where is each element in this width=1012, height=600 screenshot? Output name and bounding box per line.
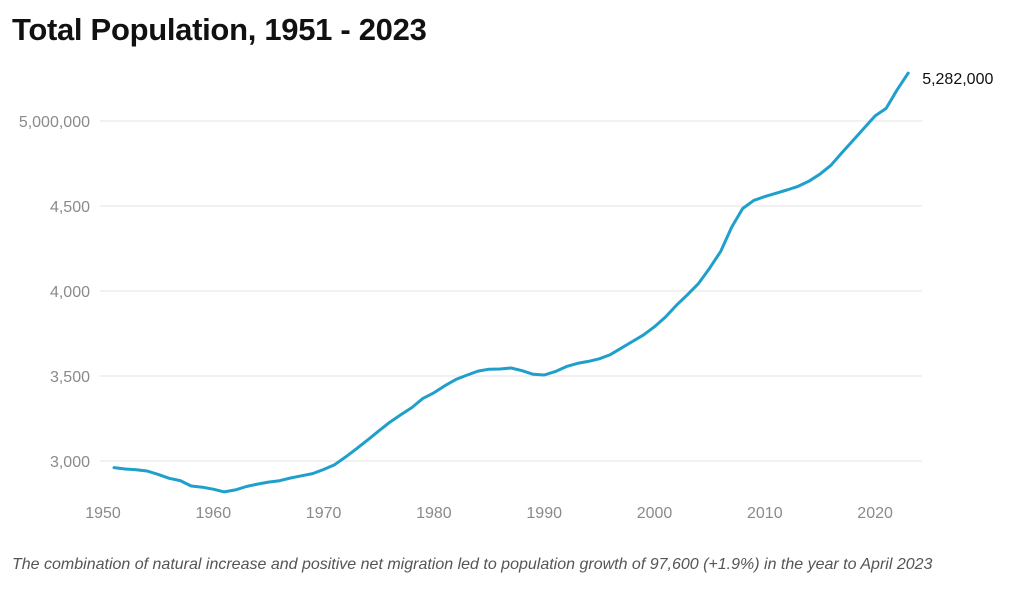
series-line-total-population [112, 71, 910, 494]
data-point [642, 333, 645, 336]
data-point [477, 370, 480, 373]
data-point [631, 340, 634, 343]
data-point [863, 127, 866, 130]
data-point [146, 470, 149, 473]
data-point [774, 192, 777, 195]
data-point [785, 189, 788, 192]
data-point [554, 370, 557, 373]
data-point [686, 293, 689, 296]
data-point [432, 391, 435, 394]
data-point [421, 397, 424, 400]
data-point [377, 429, 380, 432]
data-point [620, 347, 623, 350]
data-point [344, 455, 347, 458]
data-point [366, 438, 369, 441]
x-tick-label: 1990 [526, 505, 562, 522]
data-point [841, 151, 844, 154]
data-point [256, 483, 259, 486]
data-point [675, 304, 678, 307]
data-point [852, 139, 855, 142]
data-point [829, 164, 832, 167]
data-point [322, 468, 325, 471]
data-point [278, 479, 281, 482]
data-point [521, 369, 524, 372]
y-tick-label: 4,500 [50, 199, 90, 216]
y-axis-ticks: 5,000,000 4,500 4,000 3,500 3,000 [19, 114, 90, 471]
data-point [874, 114, 877, 117]
data-point [752, 199, 755, 202]
data-point [289, 477, 292, 480]
data-point [300, 474, 303, 477]
x-tick-label: 2020 [857, 505, 893, 522]
x-tick-label: 1960 [196, 505, 232, 522]
data-point [212, 488, 215, 491]
data-point [907, 72, 910, 75]
data-point [730, 226, 733, 229]
data-point [135, 468, 138, 471]
data-point [587, 360, 590, 363]
data-point [697, 282, 700, 285]
data-point [598, 357, 601, 360]
end-value-label: 5,282,000 [922, 71, 993, 88]
x-tick-label: 2010 [747, 505, 783, 522]
data-point [664, 316, 667, 319]
data-point [443, 384, 446, 387]
data-point [653, 325, 656, 328]
data-point [399, 413, 402, 416]
y-tick-label: 3,000 [50, 454, 90, 471]
data-point [807, 180, 810, 183]
data-point [565, 365, 568, 368]
y-tick-label: 5,000,000 [19, 114, 90, 131]
data-point [532, 373, 535, 376]
data-point [267, 481, 270, 484]
data-point [885, 107, 888, 110]
data-point [355, 447, 358, 450]
data-point [245, 485, 248, 488]
data-point [488, 368, 491, 371]
data-point [113, 466, 116, 469]
data-point [741, 207, 744, 210]
y-tick-label: 3,500 [50, 369, 90, 386]
data-point [201, 486, 204, 489]
data-point [234, 488, 237, 491]
data-point [510, 367, 513, 370]
data-point [499, 368, 502, 371]
x-tick-label: 1970 [306, 505, 342, 522]
data-point [465, 374, 468, 377]
data-point [168, 477, 171, 480]
data-point [157, 473, 160, 476]
data-point [543, 373, 546, 376]
chart-caption: The combination of natural increase and … [12, 556, 933, 573]
data-point [818, 173, 821, 176]
data-point [708, 267, 711, 270]
data-point [190, 484, 193, 487]
data-point [609, 353, 612, 356]
data-point [576, 362, 579, 365]
data-point [179, 479, 182, 482]
data-point [388, 421, 391, 424]
chart-title: Total Population, 1951 - 2023 [12, 12, 427, 47]
x-tick-label: 1980 [416, 505, 452, 522]
series-layer [112, 71, 910, 494]
data-point [454, 378, 457, 381]
data-point [763, 195, 766, 198]
x-tick-label: 1950 [85, 505, 121, 522]
data-point [410, 406, 413, 409]
data-point [333, 463, 336, 466]
x-tick-label: 2000 [637, 505, 673, 522]
data-point [796, 185, 799, 188]
y-tick-label: 4,000 [50, 284, 90, 301]
data-point [719, 250, 722, 253]
data-point [124, 467, 127, 470]
data-point [223, 490, 226, 493]
data-point [896, 88, 899, 91]
gridlines [100, 120, 922, 462]
data-point [311, 472, 314, 475]
x-axis-ticks: 1950 1960 1970 1980 1990 2000 2010 2020 [85, 505, 893, 522]
